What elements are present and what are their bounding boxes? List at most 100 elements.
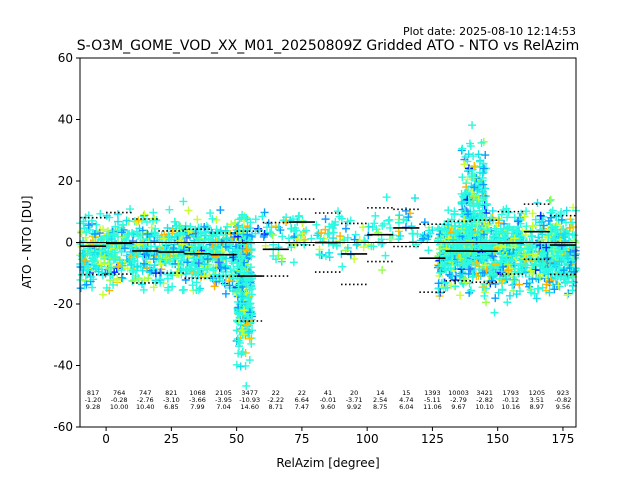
scatter-point: [501, 243, 510, 252]
scatter-point: [128, 247, 137, 256]
scatter-point: [436, 233, 445, 242]
scatter-point: [473, 219, 482, 228]
scatter-point: [545, 288, 554, 297]
scatter-point: [502, 275, 511, 284]
scatter-point: [237, 254, 246, 263]
scatter-point: [161, 240, 170, 249]
scatter-point: [201, 244, 210, 253]
scatter-point: [82, 280, 91, 289]
scatter-point: [515, 244, 524, 253]
scatter-point: [164, 231, 173, 240]
scatter-point: [386, 223, 395, 232]
y-tick-label: -20: [53, 297, 73, 311]
scatter-point: [164, 283, 173, 292]
scatter-point: [464, 150, 473, 159]
scatter-point: [227, 271, 236, 280]
scatter-point: [186, 222, 195, 231]
scatter-point: [370, 219, 379, 228]
scatter-point: [475, 265, 484, 274]
scatter-point: [184, 226, 193, 235]
x-tick-label: 75: [294, 432, 309, 446]
scatter-point: [129, 276, 138, 285]
scatter-point: [165, 205, 174, 214]
bin-annotation: 10003: [448, 389, 469, 397]
scatter-point: [399, 215, 408, 224]
scatter-point: [470, 253, 479, 262]
scatter-point: [334, 207, 343, 216]
scatter-point: [411, 194, 420, 203]
scatter-point: [98, 290, 107, 299]
scatter-point: [498, 285, 507, 294]
scatter-point: [234, 280, 243, 289]
scatter-point: [548, 206, 557, 215]
scatter-point: [481, 261, 490, 270]
scatter-point: [149, 208, 158, 217]
scatter-point: [473, 199, 482, 208]
scatter-point: [139, 285, 148, 294]
scatter-point: [534, 284, 543, 293]
scatter-point: [274, 223, 283, 232]
scatter-point: [407, 222, 416, 231]
scatter-point: [193, 215, 202, 224]
scatter-point: [91, 252, 100, 261]
scatter-point: [206, 209, 215, 218]
scatter-point: [515, 216, 524, 225]
scatter-point: [163, 274, 172, 283]
scatter-point: [221, 280, 230, 289]
bin-annotation: -0.28: [111, 396, 128, 404]
bin-annotation: 9.67: [451, 403, 465, 411]
scatter-point: [352, 240, 361, 249]
bin-annotation: 821: [165, 389, 177, 397]
scatter-point: [467, 241, 476, 250]
scatter-point: [175, 222, 184, 231]
scatter-point: [98, 234, 107, 243]
scatter-point: [144, 274, 153, 283]
scatter-point: [555, 257, 564, 266]
scatter-point: [321, 215, 330, 224]
scatter-point: [526, 266, 535, 275]
scatter-point: [507, 257, 516, 266]
bin-annotation: 10.10: [475, 403, 494, 411]
x-tick-label: 125: [421, 432, 444, 446]
scatter-point: [77, 229, 86, 238]
scatter-point: [103, 227, 112, 236]
scatter-point: [100, 253, 109, 262]
scatter-point: [216, 206, 225, 215]
scatter-point: [212, 215, 221, 224]
scatter-point: [215, 258, 224, 267]
scatter-point: [238, 263, 247, 272]
scatter-point: [194, 259, 203, 268]
scatter-point: [87, 216, 96, 225]
scatter-point: [238, 326, 247, 335]
scatter-point: [468, 272, 477, 281]
scatter-point: [546, 276, 555, 285]
scatter-point: [328, 224, 337, 233]
scatter-point: [109, 255, 118, 264]
scatter-point: [278, 254, 287, 263]
scatter-point: [498, 253, 507, 262]
bin-annotation: 8.97: [530, 403, 544, 411]
scatter-point: [380, 219, 389, 228]
scatter-point: [496, 224, 505, 233]
scatter-point: [181, 266, 190, 275]
scatter-point: [87, 247, 96, 256]
scatter-point: [505, 291, 514, 300]
scatter-point: [489, 232, 498, 241]
scatter-point: [552, 226, 561, 235]
bin-annotation: 7.47: [295, 403, 309, 411]
scatter-point: [210, 282, 219, 291]
scatter-point: [244, 236, 253, 245]
scatter-point: [159, 234, 168, 243]
scatter-point: [184, 264, 193, 273]
scatter-point: [204, 261, 213, 270]
scatter-point: [321, 252, 330, 261]
bin-annotation: 1068: [189, 389, 206, 397]
bin-annotation: 9.56: [556, 403, 570, 411]
scatter-point: [490, 308, 499, 317]
scatter-point: [351, 230, 360, 239]
scatter-point: [479, 283, 488, 292]
scatter-point: [458, 173, 467, 182]
scatter-point: [561, 236, 570, 245]
scatter-point: [499, 205, 508, 214]
scatter-point: [307, 234, 316, 243]
